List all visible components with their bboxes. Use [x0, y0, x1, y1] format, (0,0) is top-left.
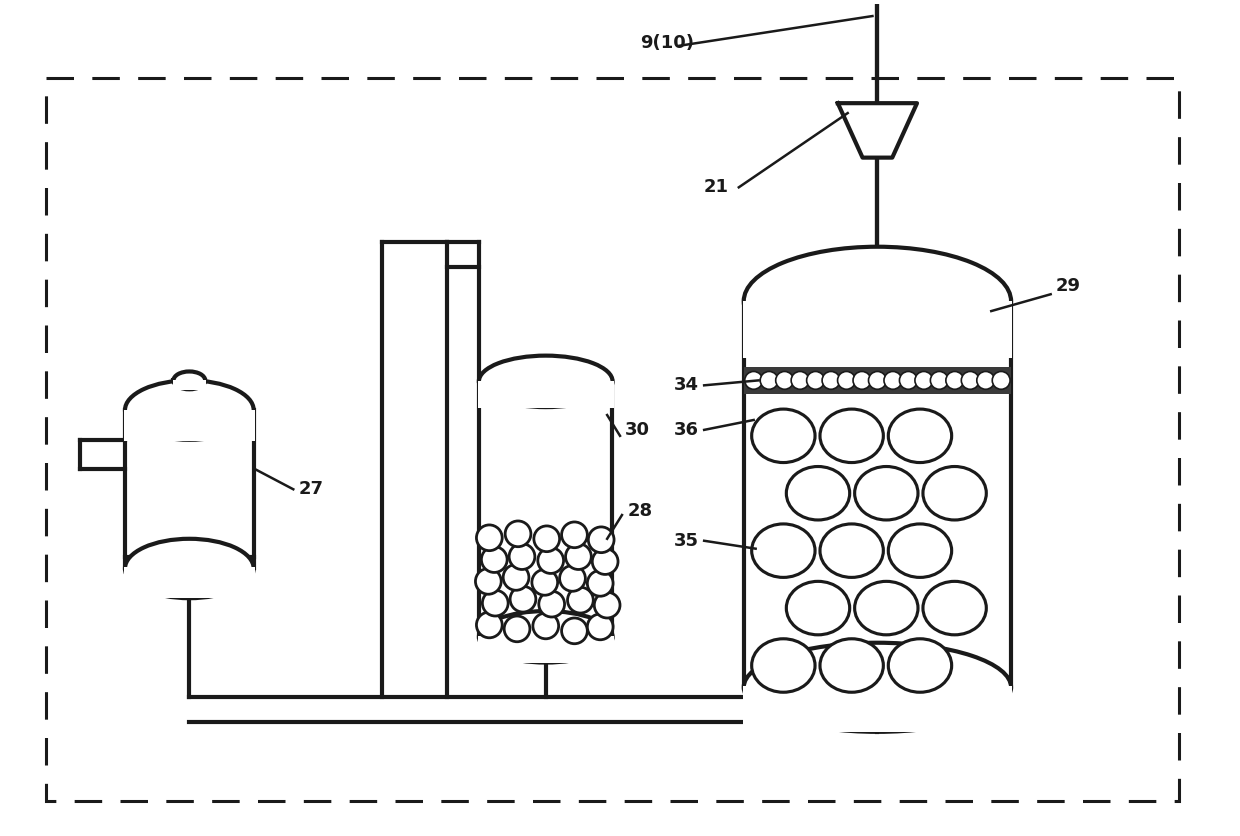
Bar [124, 568, 254, 599]
Circle shape [538, 548, 563, 573]
Circle shape [977, 371, 994, 390]
Text: 36: 36 [675, 421, 699, 439]
Circle shape [791, 371, 808, 390]
Bar [46, 79, 1179, 801]
Bar [172, 380, 206, 390]
Ellipse shape [751, 409, 815, 462]
Circle shape [476, 612, 502, 638]
Ellipse shape [751, 524, 815, 578]
Circle shape [532, 569, 558, 595]
Ellipse shape [888, 639, 951, 692]
Circle shape [588, 570, 613, 596]
Circle shape [853, 371, 870, 390]
Circle shape [884, 371, 901, 390]
Text: 34: 34 [675, 376, 699, 395]
Text: 30: 30 [625, 421, 650, 439]
Circle shape [745, 371, 763, 390]
Circle shape [534, 526, 559, 552]
Text: 29: 29 [1055, 278, 1080, 295]
Circle shape [593, 548, 618, 574]
Polygon shape [838, 103, 918, 158]
Ellipse shape [923, 581, 986, 635]
Circle shape [476, 525, 502, 551]
Ellipse shape [854, 466, 918, 520]
Bar [743, 301, 1012, 358]
Ellipse shape [888, 524, 951, 578]
Ellipse shape [744, 247, 1011, 355]
Circle shape [565, 543, 591, 569]
Ellipse shape [820, 639, 883, 692]
Ellipse shape [820, 409, 883, 462]
Circle shape [539, 591, 564, 617]
Text: 21: 21 [704, 178, 729, 196]
Ellipse shape [751, 639, 815, 692]
Circle shape [594, 592, 620, 618]
Circle shape [510, 543, 534, 569]
Ellipse shape [174, 371, 205, 390]
Circle shape [505, 616, 529, 642]
Circle shape [475, 568, 501, 594]
Circle shape [559, 565, 585, 591]
Circle shape [562, 618, 588, 644]
Circle shape [588, 614, 613, 640]
Bar [124, 410, 254, 441]
Bar [479, 636, 614, 663]
Circle shape [503, 564, 529, 590]
Ellipse shape [854, 581, 918, 635]
Circle shape [946, 371, 963, 390]
Ellipse shape [125, 380, 254, 440]
Circle shape [533, 613, 558, 639]
Circle shape [481, 547, 507, 573]
Circle shape [930, 371, 949, 390]
Circle shape [482, 590, 508, 616]
Circle shape [899, 371, 918, 390]
Bar [743, 686, 1012, 732]
Circle shape [992, 371, 1011, 390]
Circle shape [562, 522, 588, 548]
Circle shape [776, 371, 794, 390]
Text: 27: 27 [299, 481, 324, 498]
Ellipse shape [820, 524, 883, 578]
Text: 28: 28 [627, 502, 653, 520]
Ellipse shape [786, 466, 849, 520]
Bar [744, 366, 1011, 395]
Circle shape [915, 371, 932, 390]
Ellipse shape [479, 611, 613, 663]
Ellipse shape [125, 538, 254, 599]
Circle shape [807, 371, 825, 390]
Circle shape [588, 527, 614, 553]
Circle shape [822, 371, 839, 390]
Bar [479, 381, 614, 408]
Ellipse shape [923, 466, 986, 520]
Circle shape [568, 588, 593, 613]
Circle shape [868, 371, 887, 390]
Text: 35: 35 [675, 532, 699, 550]
Bar [174, 375, 205, 410]
Ellipse shape [888, 409, 951, 462]
Ellipse shape [786, 581, 849, 635]
Circle shape [505, 521, 531, 547]
Circle shape [961, 371, 980, 390]
Text: 9(10): 9(10) [640, 34, 694, 52]
Ellipse shape [744, 643, 1011, 732]
Circle shape [760, 371, 777, 390]
Ellipse shape [479, 355, 613, 407]
Circle shape [837, 371, 856, 390]
Circle shape [510, 586, 536, 612]
